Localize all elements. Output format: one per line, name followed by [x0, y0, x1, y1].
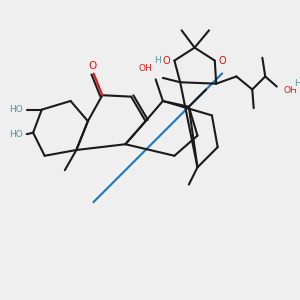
- Text: HO: HO: [9, 105, 23, 114]
- Text: O: O: [163, 56, 170, 66]
- Text: O: O: [218, 56, 226, 66]
- Text: O: O: [88, 61, 96, 70]
- Text: H: H: [294, 79, 300, 88]
- Text: H: H: [154, 56, 160, 65]
- Text: OH: OH: [139, 64, 152, 73]
- Text: HO: HO: [9, 130, 23, 139]
- Text: OH: OH: [283, 85, 297, 94]
